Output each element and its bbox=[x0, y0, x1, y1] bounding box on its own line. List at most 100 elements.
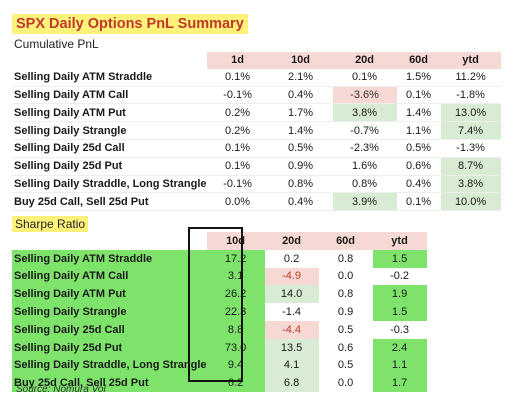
pnl-row: Selling Daily 25d Call 0.1% 0.5% -2.3% 0.5% -… bbox=[12, 140, 501, 158]
sharpe-header-60d: 60d bbox=[318, 232, 373, 250]
sharpe-row-label: Selling Daily Straddle, Long Strangle bbox=[12, 356, 207, 375]
pnl-row-label: Selling Daily 25d Call bbox=[12, 140, 207, 158]
pnl-cell: -0.1% bbox=[206, 176, 269, 194]
sharpe-row: Selling Daily Straddle, Long Strangle 9.4… bbox=[12, 356, 427, 375]
pnl-cell: 8.7% bbox=[440, 157, 501, 176]
sharpe-table: 10d 20d 60d ytd Selling Daily ATM Straddle 1… bbox=[12, 232, 427, 393]
pnl-cell: 0.1% bbox=[396, 87, 441, 105]
pnl-cell: 0.1% bbox=[396, 193, 441, 212]
sharpe-cell: 0.8 bbox=[337, 288, 354, 301]
pnl-cell: 0.8% bbox=[268, 176, 333, 194]
sharpe-row: Buy 25d Call, Sell 25d Put 6.2 6.8 0.0 1.7 bbox=[12, 374, 427, 393]
pnl-row-label: Selling Daily Strangle bbox=[12, 122, 207, 140]
pnl-cell: 0.0% bbox=[206, 193, 269, 212]
pnl-row: Selling Daily Strangle 0.2% 1.4% -0.7% 1.1% 7… bbox=[12, 122, 501, 140]
sharpe-cell: 0.2 bbox=[283, 252, 300, 265]
page-title: SPX Daily Options PnL Summary bbox=[12, 14, 248, 34]
pnl-cell: 1.6% bbox=[332, 158, 397, 176]
sharpe-cell: 17.2 bbox=[206, 249, 265, 268]
pnl-header-1d: 1d bbox=[206, 52, 269, 69]
sharpe-row: Selling Daily 25d Put 73.0 13.5 0.6 2.4 bbox=[12, 338, 427, 357]
pnl-cell: 13.0% bbox=[440, 104, 501, 123]
pnl-cell: 11.2% bbox=[440, 69, 501, 87]
sharpe-header-label bbox=[12, 232, 207, 250]
sharpe-row-label: Selling Daily ATM Put bbox=[12, 285, 207, 304]
pnl-subtitle: Cumulative PnL bbox=[14, 37, 99, 51]
sharpe-cell: -4.9 bbox=[264, 267, 319, 286]
pnl-cell: -2.3% bbox=[332, 140, 397, 158]
pnl-cell: 1.1% bbox=[396, 122, 441, 140]
sharpe-row: Selling Daily ATM Put 26.2 14.0 0.8 1.9 bbox=[12, 285, 427, 304]
sharpe-row-label: Buy 25d Call, Sell 25d Put bbox=[12, 374, 207, 393]
sharpe-cell: 3.1 bbox=[206, 267, 265, 286]
pnl-cell: 0.4% bbox=[396, 176, 441, 194]
sharpe-cell: -1.4 bbox=[282, 306, 302, 319]
pnl-cell: 0.2% bbox=[206, 104, 269, 123]
sharpe-row: Selling Daily ATM Call 3.1 -4.9 0.0 -0.2 bbox=[12, 267, 427, 286]
pnl-header-60d: 60d bbox=[396, 52, 441, 69]
pnl-cell: 3.9% bbox=[332, 193, 397, 212]
sharpe-cell: 0.5 bbox=[337, 323, 354, 336]
sharpe-cell: 1.9 bbox=[372, 285, 427, 304]
pnl-row: Selling Daily ATM Put 0.2% 1.7% 3.8% 1.4% 13.… bbox=[12, 104, 501, 123]
pnl-row-label: Selling Daily 25d Put bbox=[12, 158, 207, 176]
sharpe-cell: 0.5 bbox=[337, 359, 354, 372]
sharpe-cell: 1.5 bbox=[372, 303, 427, 321]
pnl-cell: 0.1% bbox=[332, 69, 397, 87]
sharpe-row-label: Selling Daily Strangle bbox=[12, 303, 207, 321]
sharpe-row-label: Selling Daily 25d Put bbox=[12, 338, 207, 357]
pnl-cell: 3.8% bbox=[440, 175, 501, 194]
sharpe-cell: 0.0 bbox=[337, 270, 354, 283]
sharpe-cell: 9.4 bbox=[206, 356, 265, 375]
pnl-cell: 0.2% bbox=[206, 122, 269, 140]
pnl-cell: 0.5% bbox=[268, 140, 333, 158]
pnl-row-label: Selling Daily ATM Call bbox=[12, 87, 207, 105]
sharpe-row-label: Selling Daily ATM Straddle bbox=[12, 249, 207, 268]
sharpe-cell: 26.2 bbox=[206, 285, 265, 304]
pnl-cell: 0.1% bbox=[206, 69, 269, 87]
pnl-row-label: Buy 25d Call, Sell 25d Put bbox=[12, 193, 207, 212]
sharpe-row-label: Selling Daily ATM Call bbox=[12, 267, 207, 286]
sharpe-cell: 8.8 bbox=[206, 320, 265, 339]
sharpe-cell: 1.5 bbox=[372, 249, 427, 268]
sharpe-row: Selling Daily Strangle 22.3 -1.4 0.9 1.5 bbox=[12, 303, 427, 321]
pnl-cell: 1.4% bbox=[268, 122, 333, 140]
pnl-cell: 1.4% bbox=[396, 104, 441, 123]
source-note: Source: Nomura Vol bbox=[16, 384, 106, 395]
sharpe-cell: 0.0 bbox=[337, 377, 354, 390]
pnl-cell: 0.1% bbox=[206, 140, 269, 158]
pnl-row: Selling Daily Straddle, Long Strangle -0.… bbox=[12, 175, 501, 194]
sharpe-cell: 73.0 bbox=[206, 338, 265, 357]
sharpe-cell: 0.8 bbox=[337, 252, 354, 265]
sharpe-cell: 6.8 bbox=[264, 374, 319, 393]
sharpe-title: Sharpe Ratio bbox=[12, 216, 89, 232]
pnl-row: Selling Daily ATM Straddle 0.1% 2.1% 0.1% 1.… bbox=[12, 69, 501, 87]
sharpe-header-ytd: ytd bbox=[372, 232, 427, 250]
pnl-cell: 10.0% bbox=[440, 193, 501, 212]
sharpe-cell: 2.4 bbox=[372, 338, 427, 357]
pnl-cell: 7.4% bbox=[440, 122, 501, 140]
pnl-cell: -0.7% bbox=[332, 122, 397, 140]
pnl-cell: 0.6% bbox=[396, 158, 441, 176]
sharpe-row: Selling Daily ATM Straddle 17.2 0.2 0.8 1.5 bbox=[12, 249, 427, 268]
pnl-cell: 2.1% bbox=[268, 69, 333, 87]
sharpe-cell: -0.3 bbox=[390, 323, 410, 336]
pnl-table: 1d 10d 20d 60d ytd Selling Daily ATM Straddl… bbox=[12, 52, 501, 212]
sharpe-cell: -0.2 bbox=[390, 270, 410, 283]
pnl-cell: -1.8% bbox=[440, 87, 501, 105]
pnl-cell: 0.8% bbox=[332, 176, 397, 194]
sharpe-cell: 14.0 bbox=[264, 285, 319, 304]
pnl-header-10d: 10d bbox=[268, 52, 333, 69]
sharpe-cell: 0.9 bbox=[337, 306, 354, 319]
sharpe-cell: -4.4 bbox=[264, 320, 319, 339]
pnl-row-label: Selling Daily Straddle, Long Strangle bbox=[12, 176, 207, 194]
sharpe-header-10d: 10d bbox=[206, 232, 265, 250]
pnl-cell: 0.4% bbox=[268, 87, 333, 105]
pnl-row-label: Selling Daily ATM Straddle bbox=[12, 69, 207, 87]
pnl-cell: -1.3% bbox=[440, 140, 501, 158]
pnl-row: Selling Daily ATM Call -0.1% 0.4% -3.6% 0.1%… bbox=[12, 86, 501, 105]
pnl-cell: 0.1% bbox=[206, 158, 269, 176]
pnl-cell: 1.7% bbox=[268, 104, 333, 123]
pnl-row: Selling Daily 25d Put 0.1% 0.9% 1.6% 0.6% 8.7… bbox=[12, 157, 501, 176]
pnl-header-ytd: ytd bbox=[440, 52, 501, 69]
